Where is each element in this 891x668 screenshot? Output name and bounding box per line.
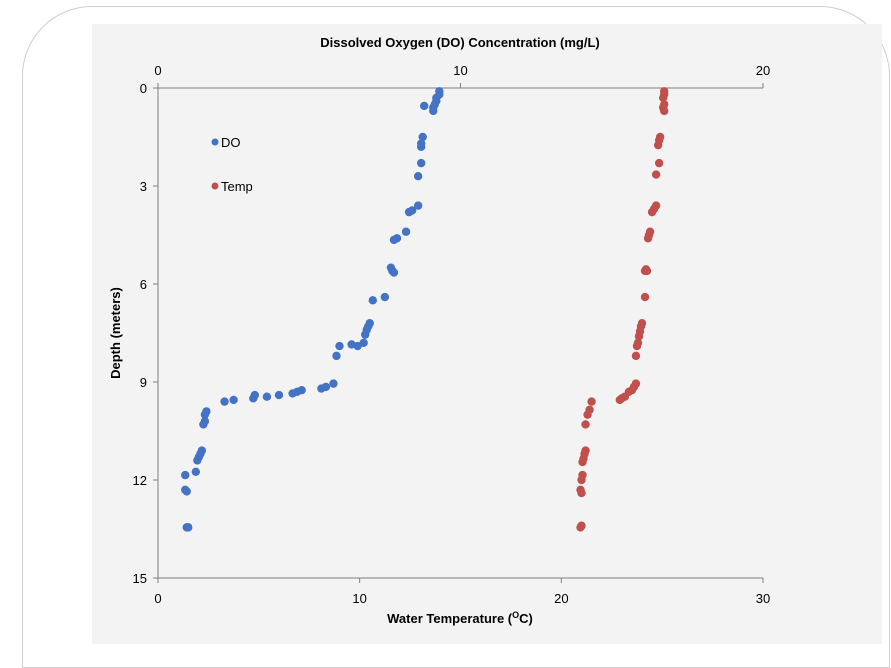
data-point-do [368, 296, 377, 305]
scatter-chart: 0 10 20 0 10 20 30 0 3 6 9 12 15 Dissolved Oxygen (D… [108, 35, 771, 626]
data-point-temp [653, 140, 663, 150]
data-point-temp [654, 158, 664, 168]
data-point-do [335, 341, 344, 351]
data-point-do [413, 172, 423, 181]
data-point-do [332, 351, 341, 361]
data-point-temp [651, 170, 661, 179]
legend: DO Temp [211, 135, 253, 194]
data-point-do [199, 420, 208, 429]
legend-marker-temp [211, 182, 219, 190]
data-point-temp [615, 395, 625, 405]
y-axis-tick-label: 3 [140, 179, 147, 194]
data-point-do [229, 395, 238, 405]
labels-group: 0 10 20 0 10 20 30 0 3 6 9 12 15 [133, 63, 771, 606]
data-point-do [181, 470, 190, 480]
data-point-do [416, 158, 426, 168]
data-point-temp [587, 397, 596, 406]
data-point-do [220, 397, 229, 406]
y-axis-tick-label: 0 [140, 81, 147, 96]
data-point-do [182, 487, 191, 496]
data-point-temp [658, 93, 668, 103]
bottom-axis-tick-label: 10 [352, 591, 366, 606]
data-point-do [262, 392, 272, 401]
data-point-do [347, 340, 356, 349]
y-axis-title: Depth (meters) [108, 287, 123, 379]
y-axis-tick-label: 15 [133, 571, 147, 586]
data-point-do [404, 207, 414, 217]
data-point-do [429, 106, 438, 116]
top-axis-tick-label: 10 [453, 63, 467, 78]
y-axis-tick-label: 12 [133, 473, 147, 488]
top-axis-title: Dissolved Oxygen (DO) Concentration (mg/… [320, 35, 600, 50]
data-point-temp [647, 207, 657, 217]
legend-marker-do [211, 138, 219, 146]
data-point-temp [632, 341, 642, 351]
data-point-do [418, 132, 427, 142]
data-point-do [191, 467, 201, 477]
data-point-do [420, 101, 429, 111]
data-point-temp [581, 420, 590, 429]
bottom-axis-title: Water Temperature (OC) [387, 610, 533, 626]
data-point-temp [659, 106, 669, 116]
data-point-do [200, 410, 210, 419]
data-point-do [361, 330, 370, 339]
data-point-temp [640, 266, 650, 276]
legend-label-do: DO [221, 135, 241, 150]
data-point-temp [577, 475, 586, 485]
bottom-axis-tick-label: 0 [154, 591, 161, 606]
data-point-do [416, 142, 426, 151]
data-point-do [389, 235, 399, 245]
axes-group [153, 83, 764, 583]
data-point-temp [576, 523, 585, 532]
data-point-do [317, 384, 326, 393]
legend-label-temp: Temp [221, 179, 253, 194]
data-point-do [380, 292, 390, 302]
data-point-temp [583, 410, 592, 419]
data-point-do [329, 379, 338, 388]
bottom-axis-tick-label: 20 [554, 591, 568, 606]
data-point-do [249, 394, 258, 403]
y-axis-tick-label: 9 [140, 375, 147, 390]
data-point-temp [643, 234, 653, 243]
chart-background [92, 24, 882, 644]
data-point-temp [578, 457, 587, 467]
data-point-do [401, 227, 411, 236]
data-point-temp [631, 351, 641, 361]
y-axis-tick-label: 6 [140, 277, 147, 292]
bottom-axis-tick-label: 30 [756, 591, 770, 606]
data-point-temp [634, 332, 644, 341]
data-point-do [193, 456, 202, 465]
data-point-do [274, 390, 284, 400]
top-axis-tick-label: 20 [756, 63, 770, 78]
data-point-do [389, 268, 399, 277]
top-axis-tick-label: 0 [154, 63, 161, 78]
data-point-do [184, 523, 193, 532]
data-point-temp [640, 292, 650, 302]
points-group [181, 87, 669, 532]
data-point-do [413, 201, 423, 210]
data-point-temp [577, 488, 586, 498]
data-point-do [288, 389, 297, 398]
